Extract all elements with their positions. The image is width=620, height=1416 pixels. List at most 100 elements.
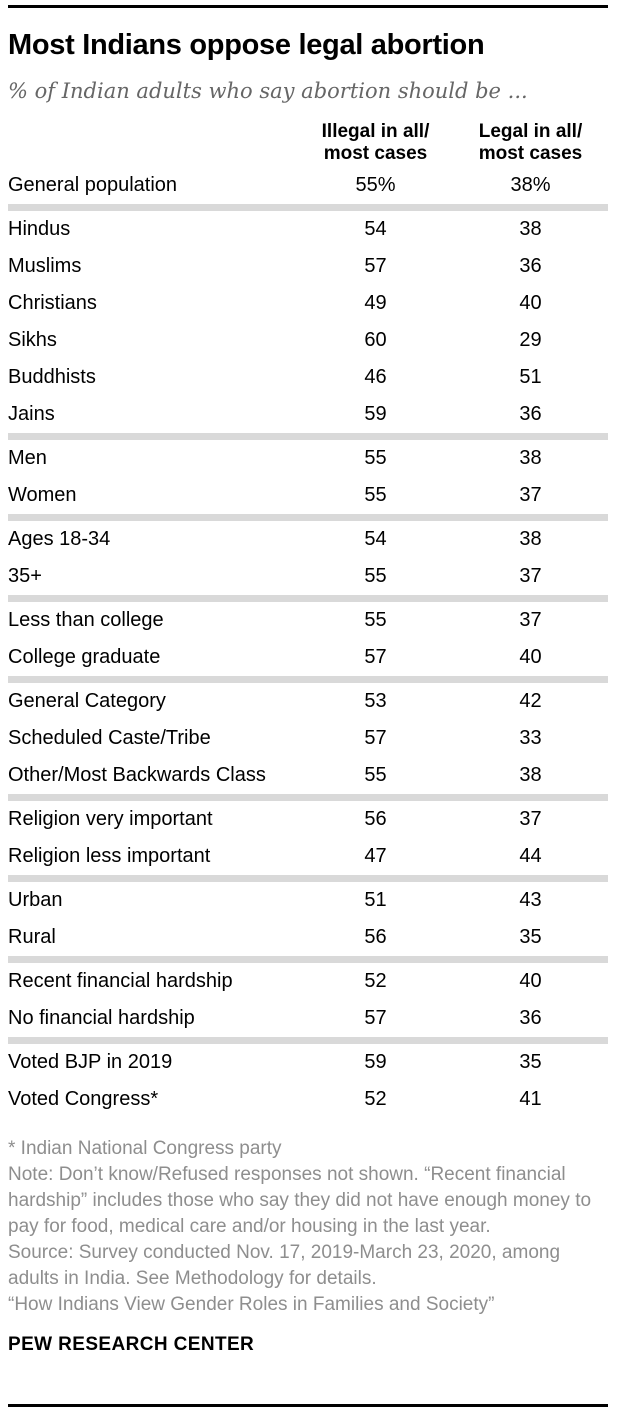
group-separator: [8, 1037, 608, 1044]
row-label: Sikhs: [8, 329, 57, 351]
illegal-value: 51: [364, 889, 387, 911]
illegal-value: 56: [364, 808, 387, 830]
table-row: Religion very important 56 37: [8, 801, 608, 838]
group-separator: [8, 676, 608, 683]
chart-subtitle: % of Indian adults who say abortion shou…: [8, 79, 528, 103]
illegal-value: 53: [364, 690, 387, 712]
row-label: Scheduled Caste/Tribe: [8, 727, 211, 749]
table-row: General Category 53 42: [8, 683, 608, 720]
illegal-value: 49: [364, 292, 387, 314]
legal-value: 37: [519, 609, 542, 631]
row-label: Recent financial hardship: [8, 970, 233, 992]
table-row: Scheduled Caste/Tribe 57 33: [8, 720, 608, 757]
table-row: 35+ 55 37: [8, 558, 608, 595]
row-label: Hindus: [8, 218, 71, 240]
illegal-value: 60: [364, 329, 387, 351]
illegal-value: 52: [364, 970, 387, 992]
source-text: Source: Survey conducted Nov. 17, 2019-M…: [8, 1242, 561, 1289]
row-label: No financial hardship: [8, 1007, 195, 1029]
bottom-rule: [8, 1404, 608, 1407]
row-label: Ages 18-34: [8, 528, 111, 550]
group-separator: [8, 956, 608, 963]
row-label: Religion less important: [8, 845, 211, 867]
asterisk-note: * Indian National Congress party: [8, 1138, 282, 1159]
legal-value: 37: [519, 565, 542, 587]
legal-value: 43: [519, 889, 542, 911]
group-separator: [8, 595, 608, 602]
table-row: Rural 56 35: [8, 919, 608, 956]
group-separator: [8, 875, 608, 882]
table-row: Voted Congress* 52 41: [8, 1081, 608, 1118]
illegal-value: 55: [364, 609, 387, 631]
illegal-value: 59: [364, 1051, 387, 1073]
illegal-value: 59: [364, 403, 387, 425]
legal-value: 38: [519, 218, 542, 240]
group-separator: [8, 514, 608, 521]
illegal-value: 57: [364, 1007, 387, 1029]
table-row: Sikhs 60 29: [8, 322, 608, 359]
table-row: Jains 59 36: [8, 396, 608, 433]
column-header-legal: Legal in all/ most cases: [478, 121, 583, 164]
legal-value: 40: [519, 292, 542, 314]
legal-value: 35: [519, 926, 542, 948]
row-label: Other/Most Backwards Class: [8, 764, 266, 786]
table-row: Urban 51 43: [8, 882, 608, 919]
table-row: Christians 49 40: [8, 285, 608, 322]
illegal-value: 55: [364, 764, 387, 786]
legal-value: 38%: [510, 174, 551, 196]
table-row: Recent financial hardship 52 40: [8, 963, 608, 1000]
table-row: Other/Most Backwards Class 55 38: [8, 757, 608, 794]
legal-value: 40: [519, 970, 542, 992]
row-label: Less than college: [8, 609, 164, 631]
table-row: General population 55% 38%: [8, 167, 608, 204]
legal-value: 35: [519, 1051, 542, 1073]
group-separator: [8, 204, 608, 211]
table-row: Voted BJP in 2019 59 35: [8, 1044, 608, 1081]
row-label: Buddhists: [8, 366, 96, 388]
illegal-value: 46: [364, 366, 387, 388]
report-title: “How Indians View Gender Roles in Famili…: [8, 1294, 495, 1315]
table-row: Men 55 38: [8, 440, 608, 477]
row-label: Christians: [8, 292, 97, 314]
table-row: Less than college 55 37: [8, 602, 608, 639]
page-title: Most Indians oppose legal abortion: [8, 29, 485, 61]
row-label: Jains: [8, 403, 55, 425]
illegal-value: 54: [364, 528, 387, 550]
group-separator: [8, 794, 608, 801]
chart-card: Most Indians oppose legal abortion % of …: [0, 5, 620, 1416]
legal-value: 37: [519, 808, 542, 830]
group-separator: [8, 433, 608, 440]
table-row: College graduate 57 40: [8, 639, 608, 676]
row-label: Urban: [8, 889, 63, 911]
legal-value: 37: [519, 484, 542, 506]
illegal-value: 47: [364, 845, 387, 867]
pew-brand: PEW RESEARCH CENTER: [8, 1334, 255, 1355]
column-header-illegal: Illegal in all/ most cases: [321, 121, 430, 164]
row-label: General Category: [8, 690, 166, 712]
illegal-value: 52: [364, 1088, 387, 1110]
table-row: Religion less important 47 44: [8, 838, 608, 875]
legal-value: 38: [519, 528, 542, 550]
legal-value: 40: [519, 646, 542, 668]
legal-value: 38: [519, 764, 542, 786]
row-label: 35+: [8, 565, 42, 587]
row-label: Rural: [8, 926, 56, 948]
row-label: Women: [8, 484, 77, 506]
illegal-value: 57: [364, 646, 387, 668]
row-label: General population: [8, 174, 178, 196]
table-row: No financial hardship 57 36: [8, 1000, 608, 1037]
footnotes: * Indian National Congress party Note: D…: [8, 1136, 608, 1318]
table-body: General population 55% 38% Hindus 54 38 Muslim…: [8, 167, 608, 1118]
row-label: College graduate: [8, 646, 161, 668]
row-label: Men: [8, 447, 47, 469]
table-row: Women 55 37: [8, 477, 608, 514]
legal-value: 42: [519, 690, 542, 712]
table-row: Ages 18-34 54 38: [8, 521, 608, 558]
table-row: Muslims 57 36: [8, 248, 608, 285]
legal-value: 44: [519, 845, 542, 867]
illegal-value: 56: [364, 926, 387, 948]
legal-value: 33: [519, 727, 542, 749]
illegal-value: 54: [364, 218, 387, 240]
legal-value: 41: [519, 1088, 542, 1110]
illegal-value: 55: [364, 565, 387, 587]
